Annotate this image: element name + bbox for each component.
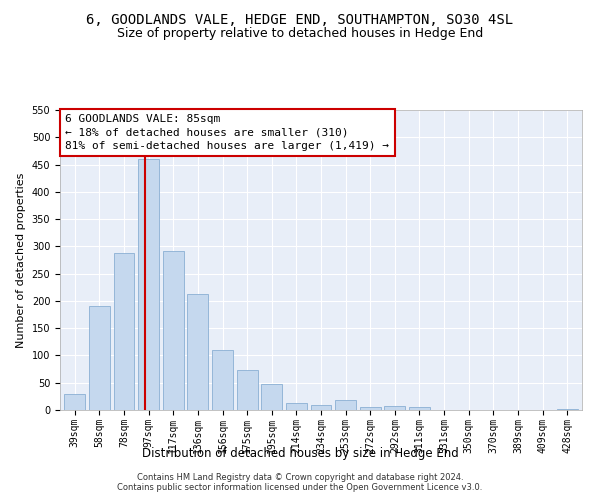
Text: Size of property relative to detached houses in Hedge End: Size of property relative to detached ho… — [117, 28, 483, 40]
Bar — [360, 406, 381, 410]
Text: 6 GOODLANDS VALE: 85sqm
← 18% of detached houses are smaller (310)
81% of semi-d: 6 GOODLANDS VALE: 85sqm ← 18% of detache… — [65, 114, 389, 151]
Bar — [286, 404, 307, 410]
Bar — [557, 409, 578, 410]
Text: 6, GOODLANDS VALE, HEDGE END, SOUTHAMPTON, SO30 4SL: 6, GOODLANDS VALE, HEDGE END, SOUTHAMPTO… — [86, 12, 514, 26]
Text: Contains public sector information licensed under the Open Government Licence v3: Contains public sector information licen… — [118, 484, 482, 492]
Bar — [64, 394, 85, 410]
Bar — [236, 370, 257, 410]
Bar — [311, 404, 331, 410]
Bar — [335, 400, 356, 410]
Bar — [113, 254, 134, 410]
Y-axis label: Number of detached properties: Number of detached properties — [16, 172, 26, 348]
Bar — [163, 252, 184, 410]
Bar — [138, 159, 159, 410]
Bar — [212, 350, 233, 410]
Bar — [187, 294, 208, 410]
Bar — [261, 384, 282, 410]
Text: Distribution of detached houses by size in Hedge End: Distribution of detached houses by size … — [142, 448, 458, 460]
Bar — [385, 406, 406, 410]
Bar — [409, 408, 430, 410]
Bar — [89, 306, 110, 410]
Text: Contains HM Land Registry data © Crown copyright and database right 2024.: Contains HM Land Registry data © Crown c… — [137, 472, 463, 482]
